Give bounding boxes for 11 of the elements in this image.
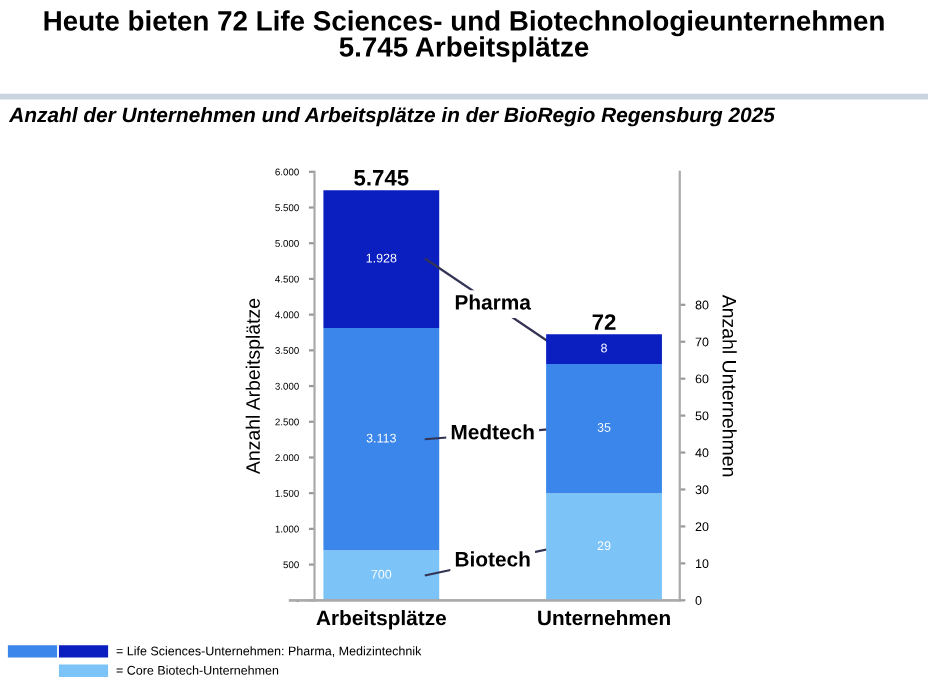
x-tick-label: Unternehmen bbox=[538, 610, 670, 626]
annotation: 5.745 bbox=[354, 170, 409, 186]
annotation: 72 bbox=[592, 314, 616, 330]
series-label: Pharma bbox=[455, 294, 532, 310]
y-axis-title: Anzahl Arbeitsplätze bbox=[245, 298, 264, 475]
x-tick-label: Arbeitsplätze bbox=[316, 610, 447, 630]
series-label: Medtech bbox=[451, 424, 534, 440]
chart-subtitle: Anzahl der Unternehmen und Arbeitsplätze in der BioRegio Regensburg 2025 bbox=[8, 106, 776, 127]
chart-title: Heute bieten 72 Life Sciences- und Biotechnologieunternehmen 5.745 Arbeitsplätze bbox=[44, 10, 884, 63]
series-label: Biotech bbox=[455, 551, 530, 567]
y2-axis-title: Anzahl Unternehmen bbox=[722, 294, 737, 477]
